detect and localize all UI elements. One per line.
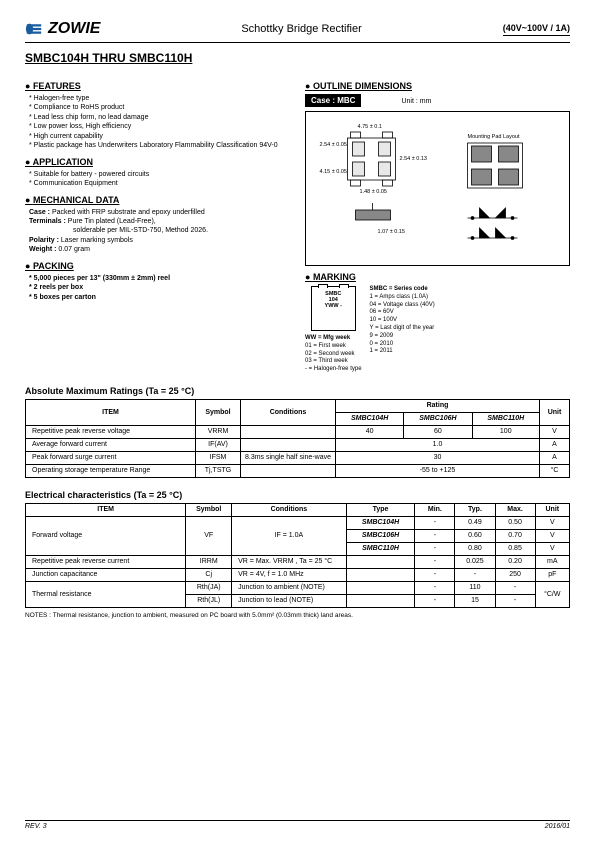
doc-subtitle: Schottky Bridge Rectifier (100, 23, 502, 35)
table-row: Repetitive peak reverse voltageVRRM 4060… (26, 425, 570, 438)
case-label: Case : MBC (305, 94, 361, 107)
list-item: Compliance to RoHS product (37, 103, 285, 112)
marking-chip: SMBC 104 YWW - (311, 286, 356, 331)
svg-text:4.15 ± 0.05: 4.15 ± 0.05 (320, 169, 347, 175)
page-footer: REV. 3 2016/01 (25, 820, 570, 830)
list-item: Communication Equipment (37, 179, 285, 188)
list-item: High current capability (37, 132, 285, 141)
svg-text:1.48 ± 0.05: 1.48 ± 0.05 (360, 189, 387, 195)
marking-heading: MARKING (305, 272, 570, 282)
marking-row: SMBC 104 YWW - WW = Mfg week 01 = First … (305, 286, 570, 374)
notes: NOTES : Thermal resistance, junction to … (25, 612, 570, 619)
brand-name: ZOWIE (48, 20, 100, 38)
page-header: ZOWIE Schottky Bridge Rectifier (40V~100… (25, 20, 570, 43)
mechanical-data: Case : Packed with FRP substrate and epo… (25, 208, 285, 255)
list-item: Halogen-free type (37, 94, 285, 103)
features-list: Halogen-free type Compliance to RoHS pro… (25, 94, 285, 151)
unit-label: Unit : mm (401, 98, 431, 105)
svg-text:Mounting Pad Layout: Mounting Pad Layout (468, 134, 520, 140)
revision: REV. 3 (25, 823, 47, 830)
table-row: Operating storage temperature RangeTj,TS… (26, 464, 570, 477)
list-item: 2 reels per box (37, 283, 285, 292)
table-row: Thermal resistance Rth(JA)Junction to am… (26, 581, 570, 594)
outline-heading: OUTLINE DIMENSIONS (305, 81, 570, 91)
list-item: 5,000 pieces per 13" (330mm ± 2mm) reel (37, 274, 285, 283)
svg-text:2.54 ± 0.05: 2.54 ± 0.05 (320, 142, 347, 148)
list-item: Lead less chip form, no lead damage (37, 113, 285, 122)
svg-text:1.07 ± 0.15: 1.07 ± 0.15 (378, 229, 405, 235)
application-heading: APPLICATION (25, 157, 285, 167)
packing-list: 5,000 pieces per 13" (330mm ± 2mm) reel … (25, 274, 285, 302)
table-row: Average forward currentIF(AV) 1.0A (26, 438, 570, 451)
outline-diagram: 4.75 ± 0.1 2.54 ± 0.05 4.15 ± 0.05 2.54 … (305, 111, 570, 266)
list-item: 5 boxes per carton (37, 293, 285, 302)
elec-table: ITEM Symbol Conditions Type Min. Typ. Ma… (25, 503, 570, 608)
marking-right-legend: SMBC = Series code 1 = Amps class (1.0A)… (370, 286, 435, 356)
mechanical-heading: MECHANICAL DATA (25, 195, 285, 205)
table-row: Repetitive peak reverse currentIRRMVR = … (26, 555, 570, 568)
rating-header: (40V~100V / 1A) (503, 23, 570, 36)
table-row: Peak forward surge currentIFSM8.3ms sing… (26, 451, 570, 464)
application-list: Suitable for battery - powered circuits … (25, 170, 285, 189)
svg-text:4.75 ± 0.1: 4.75 ± 0.1 (358, 124, 382, 130)
list-item: Low power loss, High efficiency (37, 122, 285, 131)
list-item: Suitable for battery - powered circuits (37, 170, 285, 179)
svg-text:2.54 ± 0.13: 2.54 ± 0.13 (400, 156, 427, 162)
abs-max-title: Absolute Maximum Ratings (Ta = 25 °C) (25, 386, 570, 396)
brand-logo: ZOWIE (25, 20, 100, 38)
elec-title: Electrical characteristics (Ta = 25 °C) (25, 490, 570, 500)
part-title: SMBC104H THRU SMBC110H (25, 51, 570, 65)
list-item: Plastic package has Underwriters Laborat… (37, 141, 285, 150)
packing-heading: PACKING (25, 261, 285, 271)
marking-left-legend: WW = Mfg week 01 = First week 02 = Secon… (305, 335, 362, 374)
table-row: Junction capacitanceCjVR = 4V, f = 1.0 M… (26, 568, 570, 581)
date: 2016/01 (545, 823, 570, 830)
features-heading: FEATURES (25, 81, 285, 91)
outline-svg: 4.75 ± 0.1 2.54 ± 0.05 4.15 ± 0.05 2.54 … (312, 118, 563, 243)
table-row: Forward voltage VF IF = 1.0A SMBC104H-0.… (26, 516, 570, 529)
zowie-logo-icon (25, 22, 43, 36)
abs-max-table: ITEM Symbol Conditions Rating Unit SMBC1… (25, 399, 570, 478)
